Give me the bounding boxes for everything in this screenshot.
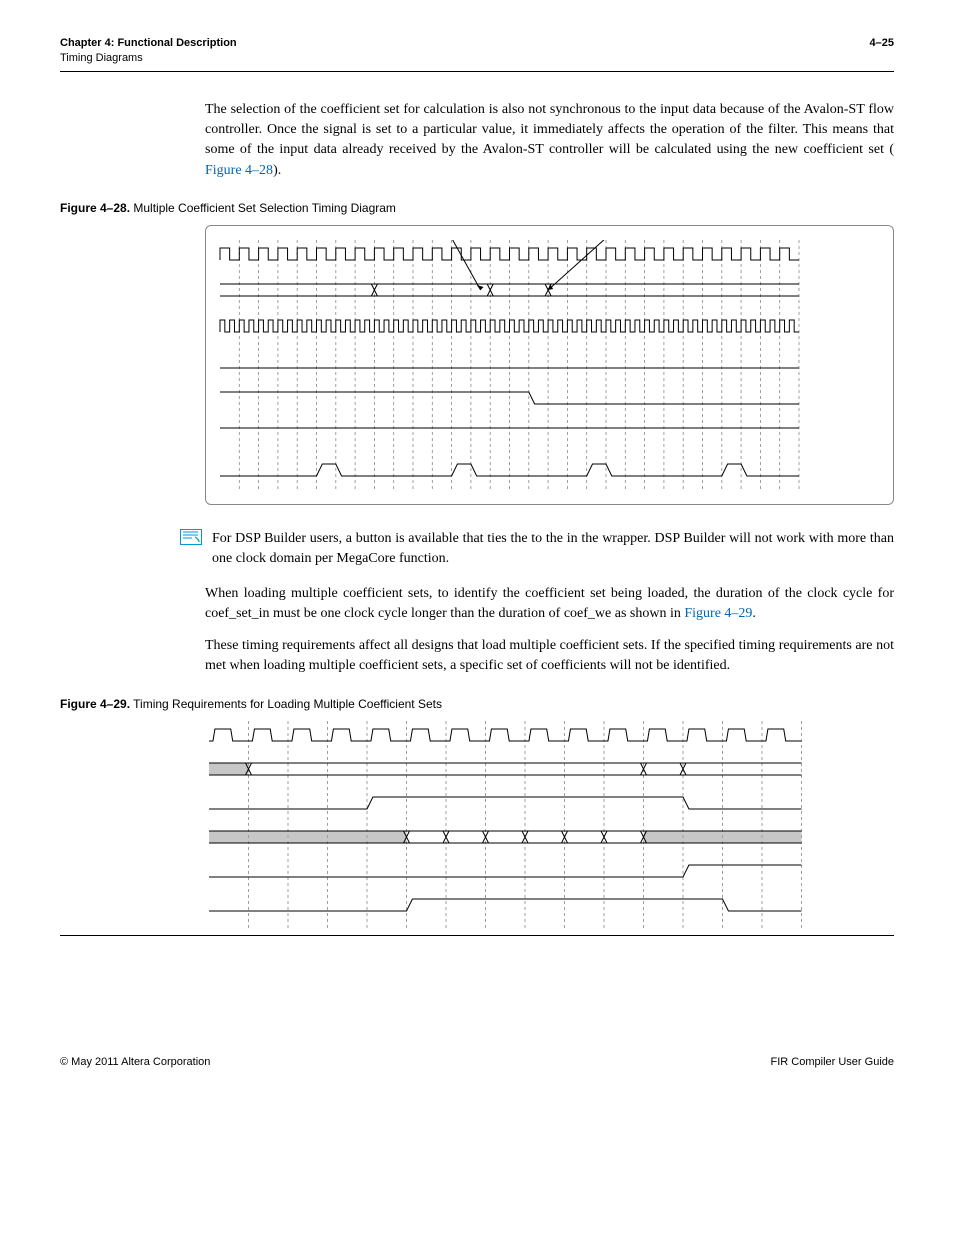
timing-diagram-28 — [216, 240, 806, 490]
figure-4-29-title: Timing Requirements for Loading Multiple… — [130, 697, 442, 711]
figure-4-29-link[interactable]: Figure 4–29 — [684, 606, 752, 621]
figure-4-28-link[interactable]: Figure 4–28 — [205, 163, 273, 178]
para2-text-b: . — [752, 606, 756, 621]
para1-text-c: ). — [273, 163, 281, 178]
timing-diagram-29 — [205, 721, 815, 931]
note-b: to the — [531, 531, 566, 546]
figure-4-28-diagram — [205, 225, 894, 505]
section-label: Timing Diagrams — [60, 51, 237, 66]
note-icon — [180, 529, 202, 545]
paragraph-1: The selection of the coefficient set for… — [205, 100, 894, 181]
figure-4-28-number: Figure 4–28. — [60, 201, 130, 215]
footer-doc-title: FIR Compiler User Guide — [771, 1056, 894, 1068]
figure-4-29-number: Figure 4–29. — [60, 697, 130, 711]
page-number: 4–25 — [870, 36, 894, 67]
figure-4-29-caption: Figure 4–29. Timing Requirements for Loa… — [60, 697, 894, 711]
note-text: For DSP Builder users, a button is avail… — [212, 529, 894, 570]
para2-text-a: When loading multiple coefficient sets, … — [205, 586, 894, 621]
header-left: Chapter 4: Functional Description Timing… — [60, 36, 237, 67]
note-a: For DSP Builder users, a button is avail… — [212, 531, 531, 546]
content-end-rule — [60, 935, 894, 936]
header-rule — [60, 71, 894, 72]
figure-4-28-title: Multiple Coefficient Set Selection Timin… — [130, 201, 396, 215]
figure-4-29-diagram — [205, 721, 894, 931]
page-header: Chapter 4: Functional Description Timing… — [60, 36, 894, 67]
paragraph-3: These timing requirements affect all des… — [205, 636, 894, 677]
chapter-label: Chapter 4: Functional Description — [60, 36, 237, 51]
figure-4-28-caption: Figure 4–28. Multiple Coefficient Set Se… — [60, 201, 894, 215]
paragraph-2: When loading multiple coefficient sets, … — [205, 584, 894, 625]
page-footer: © May 2011 Altera Corporation FIR Compil… — [60, 1056, 894, 1068]
footer-copyright: © May 2011 Altera Corporation — [60, 1056, 210, 1068]
note-block: For DSP Builder users, a button is avail… — [60, 529, 894, 570]
